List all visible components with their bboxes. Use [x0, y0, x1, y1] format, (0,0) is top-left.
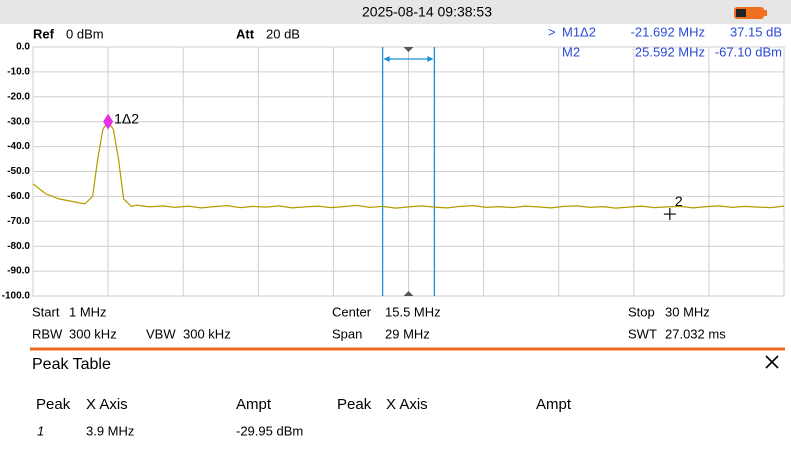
peak-table-title: Peak Table	[32, 356, 111, 373]
y-tick-label: 0.0	[16, 42, 30, 53]
y-tick-label: -20.0	[7, 91, 30, 102]
marker	[103, 113, 114, 130]
ref-value: 0 dBm	[66, 26, 104, 41]
y-tick-label: -30.0	[7, 116, 30, 127]
datetime: 2025-08-14 09:38:53	[362, 4, 492, 20]
column-header: X Axis	[386, 396, 428, 413]
y-tick-label: -70.0	[7, 216, 30, 227]
marker-y: -67.10 dBm	[715, 44, 782, 59]
setting-value: 300 kHz	[69, 326, 117, 341]
setting-label: Center	[332, 304, 372, 319]
setting-label: Stop	[628, 304, 655, 319]
setting-value: 300 kHz	[183, 326, 231, 341]
y-tick-label: -50.0	[7, 166, 30, 177]
y-tick-label: -40.0	[7, 141, 30, 152]
setting-value: 29 MHz	[385, 326, 430, 341]
close-button[interactable]	[765, 355, 779, 369]
att-label: Att	[236, 26, 255, 41]
setting-label: RBW	[32, 326, 63, 341]
y-tick-label: -100.0	[2, 291, 31, 302]
column-header: Peak	[36, 396, 71, 413]
marker-active: >	[548, 24, 556, 39]
y-tick-label: -90.0	[7, 266, 30, 277]
marker-x: -21.692 MHz	[631, 24, 705, 39]
y-tick-label: -60.0	[7, 191, 30, 202]
column-header: X Axis	[86, 396, 128, 413]
marker-name: M1Δ2	[562, 24, 596, 39]
ref-label: Ref	[33, 26, 55, 41]
table-cell: -29.95 dBm	[236, 423, 303, 438]
setting-label: SWT	[628, 326, 657, 341]
setting-value: 1 MHz	[69, 304, 107, 319]
setting-value: 27.032 ms	[665, 326, 726, 341]
marker-label: 2	[675, 193, 683, 209]
title-bar	[0, 0, 791, 24]
setting-label: Span	[332, 326, 362, 341]
setting-value: 15.5 MHz	[385, 304, 441, 319]
trace	[32, 120, 785, 209]
y-tick-label: -80.0	[7, 241, 30, 252]
y-tick-label: -10.0	[7, 67, 30, 78]
column-header: Ampt	[536, 396, 572, 413]
marker-y: 37.15 dB	[730, 24, 782, 39]
setting-value: 30 MHz	[665, 304, 710, 319]
table-cell: 1	[37, 423, 44, 438]
marker	[663, 208, 676, 221]
setting-label: VBW	[146, 326, 176, 341]
table-cell: 3.9 MHz	[86, 423, 134, 438]
battery-icon	[734, 7, 767, 19]
band-arrow-head	[383, 56, 434, 62]
marker-name: M2	[562, 44, 580, 59]
att-value: 20 dB	[266, 26, 300, 41]
column-header: Ampt	[236, 396, 272, 413]
marker-x: 25.592 MHz	[635, 44, 705, 59]
column-header: Peak	[337, 396, 372, 413]
setting-label: Start	[32, 304, 60, 319]
marker-label: 1Δ2	[114, 110, 139, 126]
